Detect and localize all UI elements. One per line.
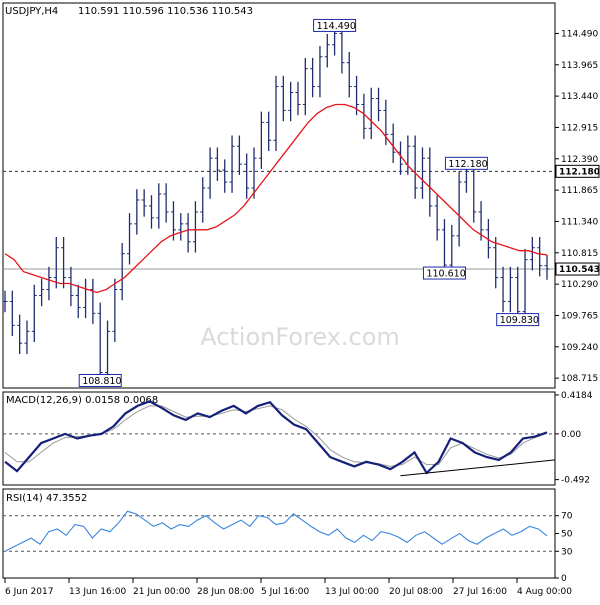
ohlc-readout: 110.591 110.596 110.536 110.543 [78, 6, 253, 17]
price-annotation-label: 109.830 [500, 315, 539, 326]
rsi-title: RSI(14) 47.3552 [6, 493, 87, 504]
x-tick-label: 27 Jul 16:00 [453, 587, 507, 597]
price-y-tick-label: 111.865 [561, 186, 598, 196]
x-tick-label: 5 Jul 16:00 [261, 587, 310, 597]
watermark: ActionForex.com [200, 323, 400, 351]
price-hline-label: 112.180 [559, 167, 600, 177]
macd-main-line [5, 401, 547, 473]
rsi-y-tick-label: 0 [561, 574, 567, 584]
price-annotation-label: 112.180 [448, 159, 487, 170]
macd-y-tick-label: -0.492 [561, 476, 590, 486]
price-y-tick-label: 110.815 [561, 249, 598, 259]
rsi-line [5, 511, 547, 551]
price-y-tick-label: 113.440 [561, 92, 598, 102]
macd-y-tick-label: 0.4184 [561, 391, 593, 401]
macd-title: MACD(12,26,9) 0.0158 0.0068 [6, 395, 158, 406]
x-tick-label: 13 Jun 16:00 [69, 587, 126, 597]
rsi-y-tick-label: 30 [561, 547, 573, 557]
x-tick-label: 21 Jun 00:00 [133, 587, 190, 597]
rsi-panel: 70 50 30 0 RSI(14) 47.3552 [3, 493, 573, 584]
price-y-tick-label: 110.290 [561, 280, 598, 290]
macd-panel: 0.4184 0.00 -0.492 MACD(12,26,9) 0.0158 0.0… [3, 391, 593, 486]
price-y-tick-label: 109.765 [561, 311, 598, 321]
price-title: USDJPY,H4 [5, 6, 58, 17]
price-y-tick-label: 113.965 [561, 61, 598, 71]
rsi-y-tick-label: 50 [561, 530, 573, 540]
price-hline-label: 110.543 [559, 265, 600, 275]
price-annotation-label: 108.810 [82, 376, 121, 387]
price-annotation-label: 110.610 [426, 269, 465, 280]
price-y-tick-label: 112.915 [561, 123, 598, 133]
x-tick-label: 6 Jun 2017 [5, 587, 53, 597]
price-y-tick-label: 112.390 [561, 155, 598, 165]
x-tick-label: 13 Jul 00:00 [325, 587, 379, 597]
x-tick-label: 28 Jun 08:00 [197, 587, 254, 597]
x-axis: 6 Jun 2017 13 Jun 16:00 21 Jun 00:00 28 Jun… [5, 578, 572, 597]
price-y-tick-label: 114.490 [561, 29, 598, 39]
price-annotation-label: 114.490 [317, 21, 356, 32]
x-tick-label: 20 Jul 08:00 [389, 587, 443, 597]
macd-y-tick-label: 0.00 [561, 430, 581, 440]
watermark-layer: ActionForex.com [200, 323, 400, 351]
x-tick-label: 4 Aug 00:00 [517, 587, 572, 597]
price-y-tick-label: 111.340 [561, 217, 598, 227]
price-y-tick-label: 108.715 [561, 374, 598, 384]
price-y-tick-label: 109.240 [561, 343, 598, 353]
rsi-y-tick-label: 70 [561, 512, 573, 522]
